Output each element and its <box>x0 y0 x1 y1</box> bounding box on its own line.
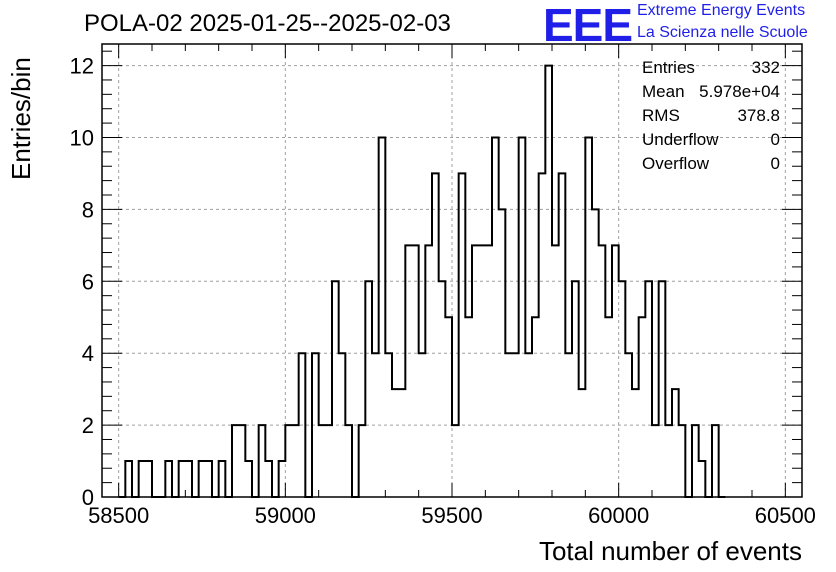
histogram-bin <box>452 425 459 497</box>
x-tick-label: 59500 <box>421 503 482 528</box>
y-tick-label: 0 <box>82 485 94 510</box>
stats-row-overflow: Overflow 0 <box>642 154 780 178</box>
histogram-bin <box>479 245 486 497</box>
histogram-bin <box>485 245 492 497</box>
histogram-bin <box>392 389 399 497</box>
x-axis-label: Total number of events <box>538 536 802 566</box>
stats-key: Mean <box>642 82 685 101</box>
stats-key: Entries <box>642 58 695 77</box>
stats-key: Overflow <box>642 154 710 173</box>
histogram-bin <box>665 425 672 497</box>
histogram-bin <box>325 425 332 497</box>
stats-row-entries: Entries 332 <box>642 58 780 82</box>
histogram-bin <box>439 281 446 497</box>
histogram-bin <box>652 425 659 497</box>
stats-value: 0 <box>770 154 780 173</box>
y-tick-label: 12 <box>70 54 94 79</box>
stats-row-rms: RMS 378.8 <box>642 106 780 130</box>
histogram-bin <box>552 245 559 497</box>
stats-value: 0 <box>770 130 780 149</box>
x-tick-label: 58500 <box>88 503 149 528</box>
stats-box: Entries 332 Mean 5.978e+04 RMS 378.8 Und… <box>642 58 780 178</box>
y-tick-label: 10 <box>70 125 94 150</box>
histogram-outline <box>118 64 726 498</box>
logo-line-1: Extreme Energy Events <box>637 2 806 19</box>
y-tick-label: 2 <box>82 413 94 438</box>
y-tick-label: 8 <box>82 197 94 222</box>
histogram-bin <box>632 389 639 497</box>
stats-key: RMS <box>642 106 680 125</box>
y-tick-label: 6 <box>82 269 94 294</box>
y-axis-label: Entries/bin <box>6 57 36 180</box>
chart-title: POLA-02 2025-01-25--2025-02-03 <box>84 10 451 37</box>
stats-value: 378.8 <box>737 106 780 125</box>
eee-logo: EEE <box>543 0 633 51</box>
x-tick-label: 60000 <box>588 503 649 528</box>
x-tick-label: 60500 <box>755 503 816 528</box>
histogram-bin <box>292 425 299 497</box>
stats-value: 332 <box>751 58 780 77</box>
histogram-bin <box>319 425 326 497</box>
histogram-bin <box>465 317 472 497</box>
histogram-bin <box>399 389 406 497</box>
y-tick-label: 4 <box>82 341 94 366</box>
logo-line-2: La Scienza nelle Scuole <box>637 24 808 41</box>
histogram-bin <box>579 389 586 497</box>
stats-value: 5.978e+04 <box>699 82 780 101</box>
stats-key: Underflow <box>642 130 719 149</box>
stats-row-mean: Mean 5.978e+04 <box>642 82 780 106</box>
histogram-bin <box>605 317 612 497</box>
x-tick-label: 59000 <box>255 503 316 528</box>
stats-row-underflow: Underflow 0 <box>642 130 780 154</box>
